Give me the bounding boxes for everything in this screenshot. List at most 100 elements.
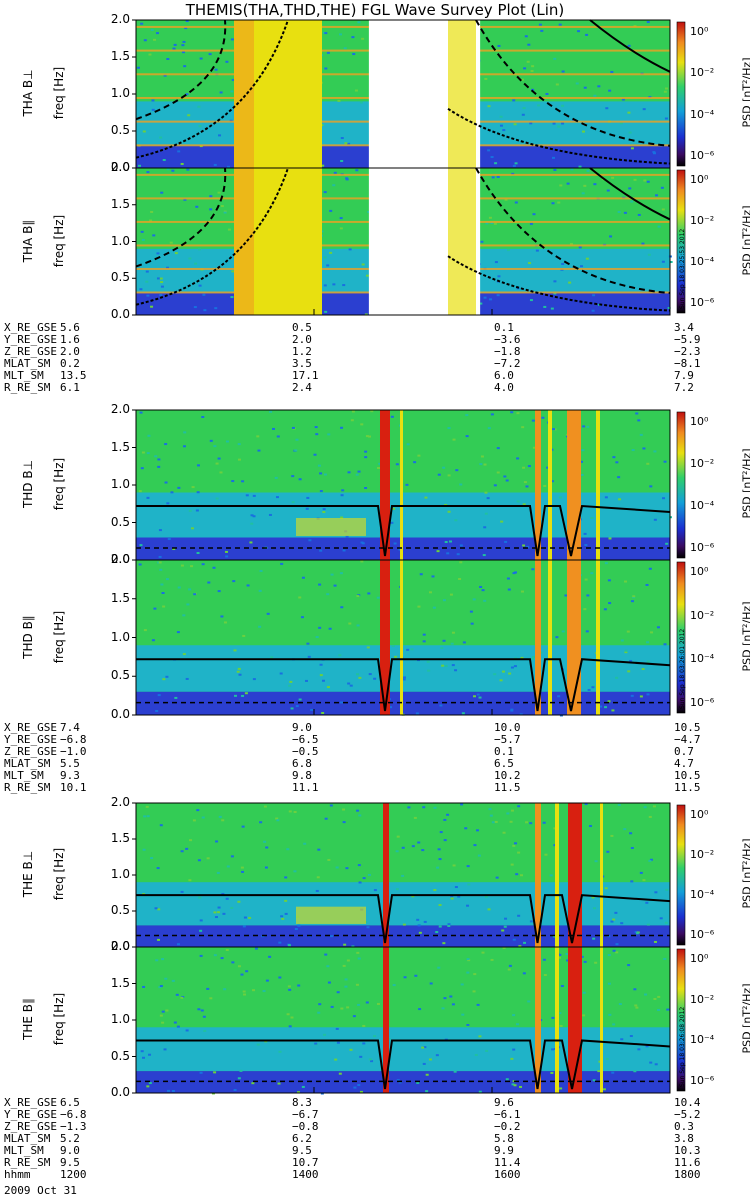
- wave-spike: [380, 410, 390, 560]
- spectrogram-pixel: [220, 615, 224, 618]
- spectrogram-pixel: [645, 583, 649, 586]
- spectrogram-pixel: [550, 480, 554, 483]
- spectrogram-pixel: [326, 686, 330, 689]
- colorbar-tick-label: 10⁻²: [690, 992, 715, 1006]
- spectrogram-pixel: [627, 670, 631, 673]
- colorbar: [676, 169, 686, 314]
- wave-spike: [535, 410, 541, 560]
- spectrogram-pixel: [618, 1003, 622, 1006]
- spectrogram-pixel: [612, 918, 616, 921]
- spectrogram-pixel: [642, 447, 646, 450]
- spectrogram-pixel: [139, 411, 143, 414]
- spectrogram-pixel: [588, 825, 592, 828]
- spectrogram-pixel: [497, 44, 501, 47]
- spectrogram-pixel: [648, 859, 652, 862]
- spectrogram-pixel: [594, 860, 598, 863]
- spectrogram-pixel: [590, 516, 594, 519]
- spectrogram-pixel: [553, 827, 557, 830]
- spectrogram-pixel: [209, 439, 213, 442]
- spectrogram-pixel: [608, 602, 612, 605]
- spectrogram-pixel: [364, 450, 368, 453]
- spectrogram-pixel: [505, 479, 509, 482]
- spectrogram-pixel: [507, 968, 511, 971]
- orbit-row-value: 1800: [674, 1168, 701, 1181]
- spectrogram-pixel: [243, 916, 247, 919]
- spectrogram-pixel: [225, 949, 229, 952]
- orbit-row-name: R_RE_SM: [4, 781, 51, 794]
- spectrogram-pixel: [514, 842, 518, 845]
- spectrogram-pixel: [361, 263, 365, 266]
- spectrogram-pixel: [339, 227, 343, 230]
- spectrogram-pixel: [337, 99, 341, 102]
- spectrogram-pixel: [187, 114, 191, 117]
- y-tick-label: 0.5: [110, 903, 130, 917]
- orbit-row-name: X_RE_GSE: [4, 321, 57, 334]
- spectrogram-pixel: [193, 306, 197, 309]
- spectrogram-pixel: [561, 630, 565, 633]
- spectrogram-pixel: [326, 965, 330, 968]
- orbit-row-value: −7.2: [494, 357, 521, 370]
- spectrogram-pixel: [142, 985, 146, 988]
- spectrogram-pixel: [161, 1021, 165, 1024]
- gyrofrequency-curve: [135, 19, 227, 121]
- y-tick-label: 1.0: [110, 1012, 130, 1026]
- spectrogram-pixel: [317, 848, 321, 851]
- spectrogram-pixel: [142, 1056, 146, 1059]
- spectrogram-pixel: [197, 859, 201, 862]
- orbit-row-value: 0.7: [674, 745, 694, 758]
- spectrogram-pixel: [578, 246, 582, 249]
- spectrogram-pixel: [265, 979, 269, 982]
- spectrogram-pixel: [159, 824, 163, 827]
- spectrogram-pixel: [316, 876, 320, 879]
- spectrogram-pixel: [535, 249, 539, 252]
- spectrogram-pixel: [278, 1050, 282, 1053]
- spectrogram-pixel: [301, 576, 305, 579]
- spectrogram-pixel: [214, 307, 218, 310]
- spectrogram-pixel: [417, 454, 421, 457]
- spectrogram-pixel: [185, 847, 189, 850]
- spectrogram-pixel: [184, 27, 188, 30]
- spectrogram-pixel: [483, 296, 487, 299]
- spectrogram-pixel: [153, 607, 157, 610]
- spectrogram-pixel: [226, 865, 230, 868]
- spectrogram-pixel: [225, 60, 229, 63]
- orbit-row-value: 11.6: [674, 1156, 701, 1169]
- orbit-row-value: 7.2: [674, 381, 694, 394]
- spectrogram-pixel: [217, 457, 221, 460]
- orbit-row-value: 0.2: [60, 357, 80, 370]
- orbit-row-value: 9.9: [494, 1144, 514, 1157]
- spectrogram-pixel: [295, 438, 299, 441]
- y-tick-label: 0.0: [110, 307, 130, 321]
- orbit-row-value: −6.8: [60, 733, 87, 746]
- spectrogram-pixel: [225, 897, 229, 900]
- spectrogram-pixel: [514, 201, 518, 204]
- spectrogram-pixel: [422, 1062, 426, 1065]
- spectrogram-pixel: [165, 675, 169, 678]
- spectrogram-pixel: [490, 413, 494, 416]
- spectrogram-pixel: [592, 1079, 596, 1082]
- spectrogram-pixel: [366, 926, 370, 929]
- spectrogram-pixel: [543, 484, 547, 487]
- spectrogram-pixel: [443, 839, 447, 842]
- spectrogram-pixel: [453, 1070, 457, 1073]
- spectrogram-pixel: [435, 931, 439, 934]
- spectrogram-pixel: [488, 808, 492, 811]
- spectrogram-pixel: [345, 178, 349, 181]
- spectrogram-pixel: [439, 831, 443, 834]
- spectrogram-pixel: [164, 481, 168, 484]
- spectrogram-pixel: [583, 86, 587, 89]
- spectrogram-pixel: [368, 1058, 372, 1061]
- spectrogram-pixel: [231, 270, 235, 273]
- orbit-row-value: 6.5: [60, 1096, 80, 1109]
- spectrogram-pixel: [518, 1085, 522, 1088]
- spectrogram-pixel: [428, 591, 432, 594]
- spectrogram-pixel: [148, 1082, 152, 1085]
- spectrogram-pixel: [323, 191, 327, 194]
- spectrogram-pixel: [561, 122, 565, 125]
- spectrogram-pixel: [630, 880, 634, 883]
- spectrogram-pixel: [546, 466, 550, 469]
- orbit-row-value: 4.0: [494, 381, 514, 394]
- spectrogram-pixel: [159, 136, 163, 139]
- spectrogram-pixel: [154, 907, 158, 910]
- spectrogram-pixel: [557, 956, 561, 959]
